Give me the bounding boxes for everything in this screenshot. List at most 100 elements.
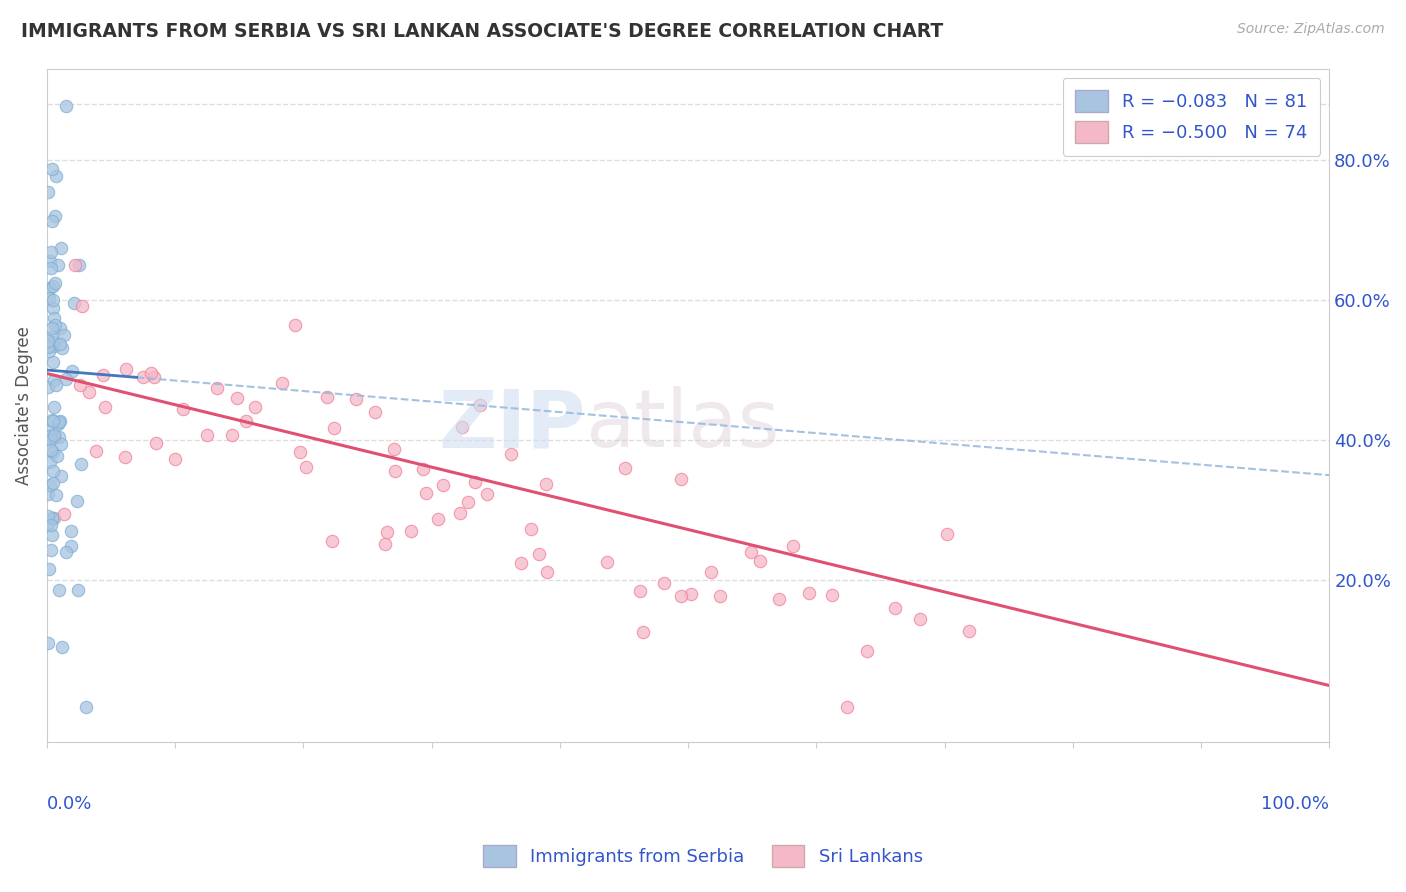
Point <box>46 258 69 272</box>
Point <box>908 611 931 625</box>
Point <box>652 576 675 591</box>
Point <box>39 454 62 468</box>
Point <box>44 277 66 291</box>
Legend: Immigrants from Serbia, Sri Lankans: Immigrants from Serbia, Sri Lankans <box>477 838 929 874</box>
Point <box>63 258 86 272</box>
Point <box>44 209 66 223</box>
Point <box>284 318 307 332</box>
Point <box>55 372 77 386</box>
Point <box>41 213 63 227</box>
Point <box>669 472 692 486</box>
Point <box>49 321 72 335</box>
Point <box>115 362 138 376</box>
Point <box>63 295 86 310</box>
Point <box>457 495 479 509</box>
Point <box>132 370 155 384</box>
Point <box>55 98 77 112</box>
Point <box>39 245 62 260</box>
Point <box>70 457 93 471</box>
Point <box>245 401 267 415</box>
Point <box>628 583 651 598</box>
Point <box>39 429 62 443</box>
Point <box>509 557 531 571</box>
Point <box>797 585 820 599</box>
Text: ZIP: ZIP <box>439 386 585 464</box>
Point <box>384 464 406 478</box>
Point <box>613 460 636 475</box>
Point <box>37 486 59 500</box>
Point <box>595 555 617 569</box>
Point <box>39 443 62 458</box>
Text: 100.0%: 100.0% <box>1261 796 1329 814</box>
Point <box>39 260 62 275</box>
Point <box>60 364 83 378</box>
Point <box>42 339 65 353</box>
Point <box>84 443 107 458</box>
Point <box>295 459 318 474</box>
Point <box>42 335 65 350</box>
Point <box>48 583 70 598</box>
Point <box>52 328 75 343</box>
Y-axis label: Associate's Degree: Associate's Degree <box>15 326 32 484</box>
Point <box>39 330 62 344</box>
Point <box>38 478 60 492</box>
Point <box>768 592 790 607</box>
Point <box>44 318 66 332</box>
Point <box>45 378 67 392</box>
Point <box>235 413 257 427</box>
Point <box>856 644 879 658</box>
Point <box>37 636 59 650</box>
Point <box>935 527 957 541</box>
Point <box>141 366 163 380</box>
Legend: R = −0.083   N = 81, R = −0.500   N = 74: R = −0.083 N = 81, R = −0.500 N = 74 <box>1063 78 1320 156</box>
Point <box>782 539 804 553</box>
Point <box>60 539 83 553</box>
Point <box>41 527 63 541</box>
Point <box>163 452 186 467</box>
Point <box>221 428 243 442</box>
Point <box>700 565 723 579</box>
Point <box>42 293 65 307</box>
Point <box>51 341 73 355</box>
Point <box>48 414 70 428</box>
Point <box>501 447 523 461</box>
Point <box>60 524 83 538</box>
Point <box>519 522 541 536</box>
Text: atlas: atlas <box>585 386 780 464</box>
Point <box>66 582 89 597</box>
Point <box>681 587 703 601</box>
Point <box>449 506 471 520</box>
Text: 0.0%: 0.0% <box>46 796 93 814</box>
Point <box>37 424 59 438</box>
Point <box>48 430 70 444</box>
Point <box>432 478 454 492</box>
Point <box>529 547 551 561</box>
Point <box>42 301 65 315</box>
Point <box>41 279 63 293</box>
Point <box>45 488 67 502</box>
Point <box>39 254 62 268</box>
Point <box>37 380 59 394</box>
Point <box>55 544 77 558</box>
Point <box>464 475 486 490</box>
Point <box>67 258 90 272</box>
Point <box>42 430 65 444</box>
Point <box>536 565 558 579</box>
Text: Source: ZipAtlas.com: Source: ZipAtlas.com <box>1237 22 1385 37</box>
Point <box>740 545 762 559</box>
Point <box>114 450 136 464</box>
Point <box>41 161 63 176</box>
Point <box>195 428 218 442</box>
Point <box>37 185 59 199</box>
Point <box>288 445 311 459</box>
Point <box>79 385 101 400</box>
Point <box>451 419 474 434</box>
Point <box>883 600 905 615</box>
Point <box>38 344 60 359</box>
Point <box>172 401 194 416</box>
Point <box>377 524 399 539</box>
Point <box>41 510 63 524</box>
Point <box>344 392 367 406</box>
Point <box>321 534 343 549</box>
Point <box>45 169 67 183</box>
